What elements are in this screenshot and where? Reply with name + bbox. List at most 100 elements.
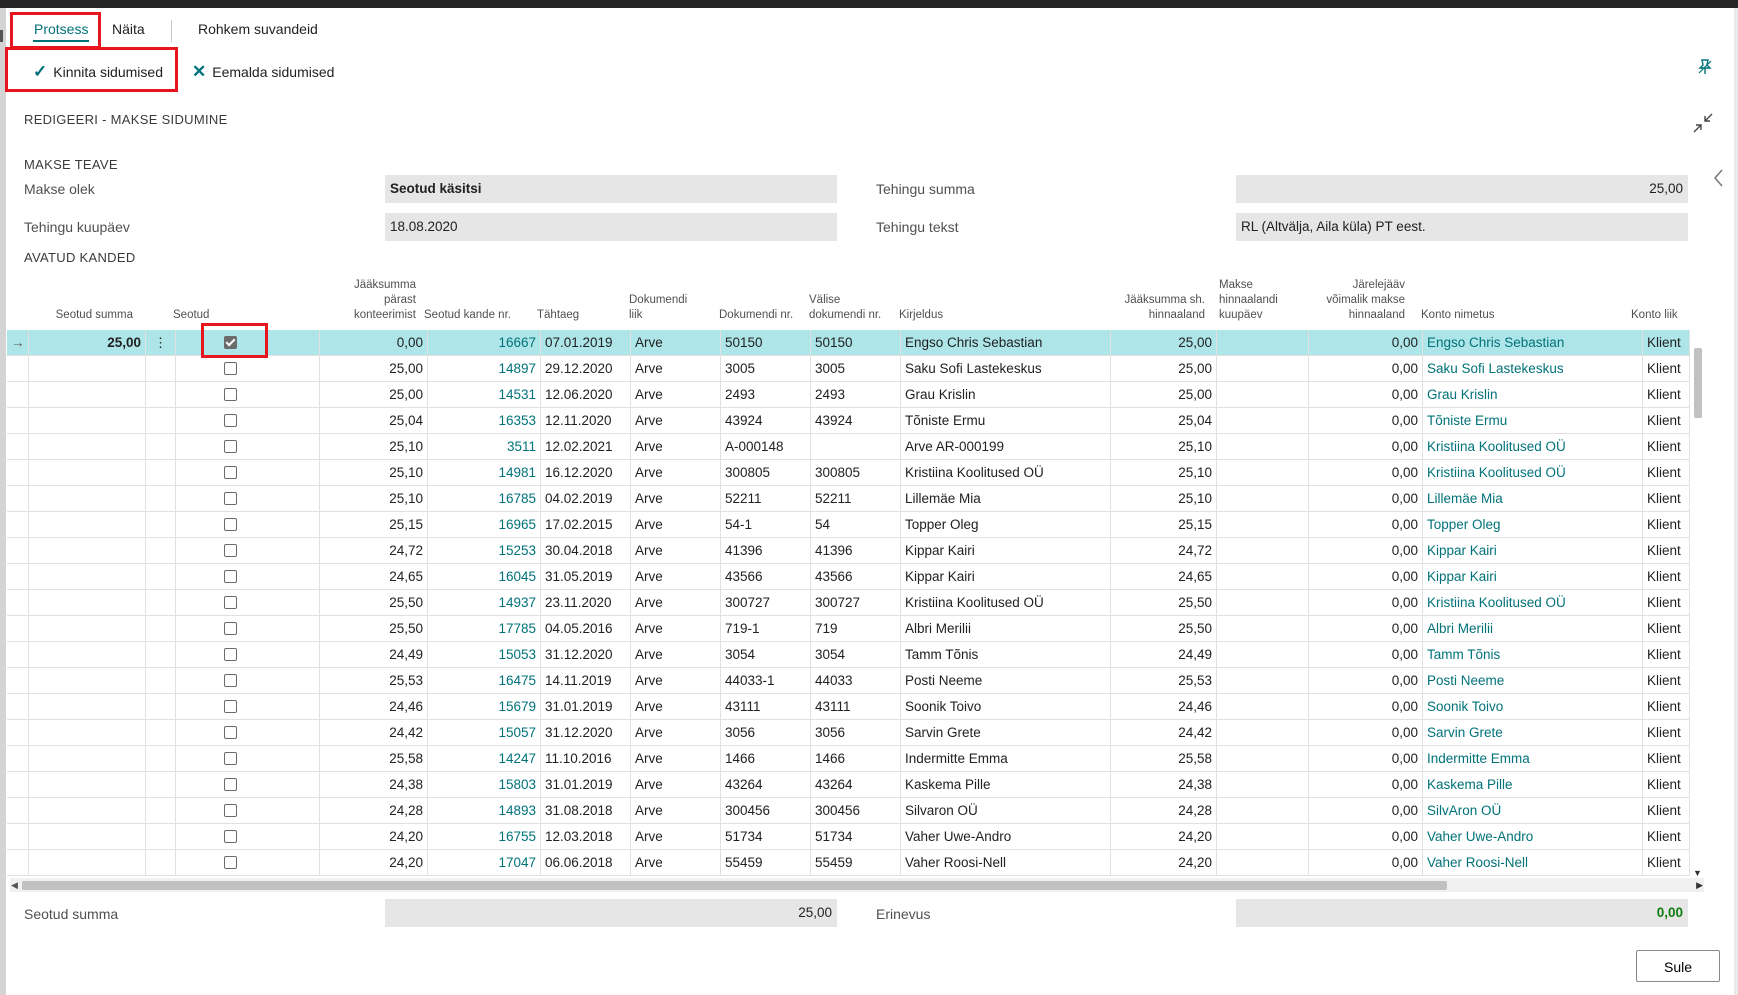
table-row[interactable]: 24,72 15253 30.04.2018 Arve 41396 41396 Kippar… xyxy=(7,538,1690,564)
table-row[interactable]: 25,00 14531 12.06.2020 Arve 2493 2493 Grau Kri… xyxy=(7,382,1690,408)
cell-linked-amount[interactable] xyxy=(29,382,146,407)
tab-more-options[interactable]: Rohkem suvandeid xyxy=(198,21,318,37)
cell-entry-no[interactable]: 3511 xyxy=(428,434,541,459)
col-doc-type[interactable]: Dokumendi liik xyxy=(629,294,688,321)
cell-linked-amount[interactable] xyxy=(29,668,146,693)
cell-account-name[interactable]: Sarvin Grete xyxy=(1423,720,1643,745)
horizontal-scrollbar[interactable]: ◀ ▶ xyxy=(10,878,1704,892)
cell-account-name[interactable]: Grau Krislin xyxy=(1423,382,1643,407)
linked-checkbox[interactable] xyxy=(224,647,237,661)
table-row[interactable]: 25,10 3511 12.02.2021 Arve A-000148 Arve AR-0… xyxy=(7,434,1690,460)
cell-entry-no[interactable]: 14893 xyxy=(428,798,541,823)
linked-checkbox[interactable] xyxy=(224,569,237,583)
table-row[interactable]: 24,42 15057 31.12.2020 Arve 3056 3056 Sarvin G… xyxy=(7,720,1690,746)
linked-checkbox[interactable] xyxy=(224,361,237,375)
cell-account-name[interactable]: Lillemäe Mia xyxy=(1423,486,1643,511)
confirm-links-button[interactable]: ✓ Kinnita sidumised xyxy=(33,62,163,82)
linked-checkbox[interactable] xyxy=(224,725,237,739)
cell-entry-no[interactable]: 17047 xyxy=(428,850,541,875)
linked-checkbox[interactable] xyxy=(224,465,237,479)
table-row[interactable]: → 25,00 ⋮ 0,00 16667 07.01.2019 Arve 50150 50150… xyxy=(7,330,1690,356)
cell-entry-no[interactable]: 16667 xyxy=(428,330,541,355)
cell-linked-amount[interactable] xyxy=(29,850,146,875)
table-row[interactable]: 24,46 15679 31.01.2019 Arve 43111 43111 Soonik… xyxy=(7,694,1690,720)
cell-account-name[interactable]: Indermitte Emma xyxy=(1423,746,1643,771)
cell-linked-amount[interactable]: 25,00 xyxy=(29,330,146,355)
cell-entry-no[interactable]: 16755 xyxy=(428,824,541,849)
col-account-type[interactable]: Konto liik xyxy=(1631,309,1678,321)
cell-linked-amount[interactable] xyxy=(29,746,146,771)
tab-process[interactable]: Protsess xyxy=(33,21,90,42)
cell-linked-amount[interactable] xyxy=(29,564,146,589)
linked-checkbox[interactable] xyxy=(224,491,237,505)
col-max-disc[interactable]: Järelejääv võimalik makse hinnaaland xyxy=(1326,279,1405,321)
scroll-right-icon[interactable]: ▶ xyxy=(1696,880,1703,890)
cell-linked-amount[interactable] xyxy=(29,824,146,849)
pin-icon[interactable] xyxy=(1694,58,1716,80)
linked-checkbox[interactable] xyxy=(224,803,237,817)
linked-checkbox[interactable] xyxy=(224,387,237,401)
linked-checkbox[interactable] xyxy=(224,413,237,427)
cell-entry-no[interactable]: 15679 xyxy=(428,694,541,719)
cell-linked-amount[interactable] xyxy=(29,538,146,563)
col-linked-amount[interactable]: Seotud summa xyxy=(55,309,133,321)
table-row[interactable]: 24,20 17047 06.06.2018 Arve 55459 55459 Vaher … xyxy=(7,850,1690,876)
close-button[interactable]: Sule xyxy=(1636,950,1720,982)
cell-linked-amount[interactable] xyxy=(29,798,146,823)
tab-show[interactable]: Näita xyxy=(112,21,145,37)
linked-checkbox[interactable] xyxy=(224,777,237,791)
table-row[interactable]: 24,38 15803 31.01.2019 Arve 43264 43264 Kaskem… xyxy=(7,772,1690,798)
cell-account-name[interactable]: Engso Chris Sebastian xyxy=(1423,330,1643,355)
table-row[interactable]: 25,15 16965 17.02.2015 Arve 54-1 54 Topper Ole… xyxy=(7,512,1690,538)
cell-linked-amount[interactable] xyxy=(29,512,146,537)
cell-account-name[interactable]: SilvAron OÜ xyxy=(1423,798,1643,823)
table-row[interactable]: 25,58 14247 11.10.2016 Arve 1466 1466 Indermit… xyxy=(7,746,1690,772)
cell-entry-no[interactable]: 14247 xyxy=(428,746,541,771)
linked-checkbox[interactable] xyxy=(224,595,237,609)
cell-linked-amount[interactable] xyxy=(29,720,146,745)
cell-account-name[interactable]: Albri Merilii xyxy=(1423,616,1643,641)
cell-linked-amount[interactable] xyxy=(29,772,146,797)
table-row[interactable]: 24,28 14893 31.08.2018 Arve 300456 300456 Silv… xyxy=(7,798,1690,824)
cell-linked-amount[interactable] xyxy=(29,486,146,511)
linked-checkbox[interactable] xyxy=(224,699,237,713)
cell-entry-no[interactable]: 14897 xyxy=(428,356,541,381)
cell-entry-no[interactable]: 14937 xyxy=(428,590,541,615)
cell-entry-no[interactable]: 15057 xyxy=(428,720,541,745)
cell-account-name[interactable]: Kippar Kairi xyxy=(1423,564,1643,589)
cell-linked-amount[interactable] xyxy=(29,616,146,641)
cell-entry-no[interactable]: 14981 xyxy=(428,460,541,485)
linked-checkbox[interactable] xyxy=(224,829,237,843)
horizontal-scroll-thumb[interactable] xyxy=(22,881,1447,890)
scroll-left-icon[interactable]: ◀ xyxy=(11,880,18,890)
col-remaining-disc[interactable]: Jääksumma sh. hinnaaland xyxy=(1124,294,1205,321)
collapse-icon[interactable] xyxy=(1691,111,1715,135)
table-row[interactable]: 25,50 14937 23.11.2020 Arve 300727 300727 Kris… xyxy=(7,590,1690,616)
row-more-icon[interactable]: ⋮ xyxy=(146,330,176,355)
cell-account-name[interactable]: Posti Neeme xyxy=(1423,668,1643,693)
col-remaining-after[interactable]: Jääksumma pärast konteerimist xyxy=(354,279,416,321)
linked-checkbox[interactable] xyxy=(224,855,237,869)
col-doc-no[interactable]: Dokumendi nr. xyxy=(719,309,794,321)
cell-account-name[interactable]: Topper Oleg xyxy=(1423,512,1643,537)
cell-account-name[interactable]: Kristiina Koolitused OÜ xyxy=(1423,460,1643,485)
cell-account-name[interactable]: Saku Sofi Lastekeskus xyxy=(1423,356,1643,381)
cell-account-name[interactable]: Vaher Uwe-Andro xyxy=(1423,824,1643,849)
cell-entry-no[interactable]: 17785 xyxy=(428,616,541,641)
col-due-date[interactable]: Tähtaeg xyxy=(537,309,580,321)
cell-entry-no[interactable]: 16965 xyxy=(428,512,541,537)
table-row[interactable]: 25,53 16475 14.11.2019 Arve 44033-1 44033 Post… xyxy=(7,668,1690,694)
cell-account-name[interactable]: Kippar Kairi xyxy=(1423,538,1643,563)
linked-checkbox[interactable] xyxy=(224,621,237,635)
vertical-scrollbar[interactable]: ▼ xyxy=(1692,330,1704,878)
cell-account-name[interactable]: Kaskema Pille xyxy=(1423,772,1643,797)
cell-account-name[interactable]: Soonik Toivo xyxy=(1423,694,1643,719)
cell-linked-amount[interactable] xyxy=(29,642,146,667)
col-entry-no[interactable]: Seotud kande nr. xyxy=(424,309,511,321)
cell-linked-amount[interactable] xyxy=(29,434,146,459)
table-row[interactable]: 25,50 17785 04.05.2016 Arve 719-1 719 Albri Me… xyxy=(7,616,1690,642)
cell-entry-no[interactable]: 16045 xyxy=(428,564,541,589)
col-ext-doc-no[interactable]: Välise dokumendi nr. xyxy=(809,294,882,321)
cell-entry-no[interactable]: 16353 xyxy=(428,408,541,433)
table-row[interactable]: 24,20 16755 12.03.2018 Arve 51734 51734 Vaher … xyxy=(7,824,1690,850)
